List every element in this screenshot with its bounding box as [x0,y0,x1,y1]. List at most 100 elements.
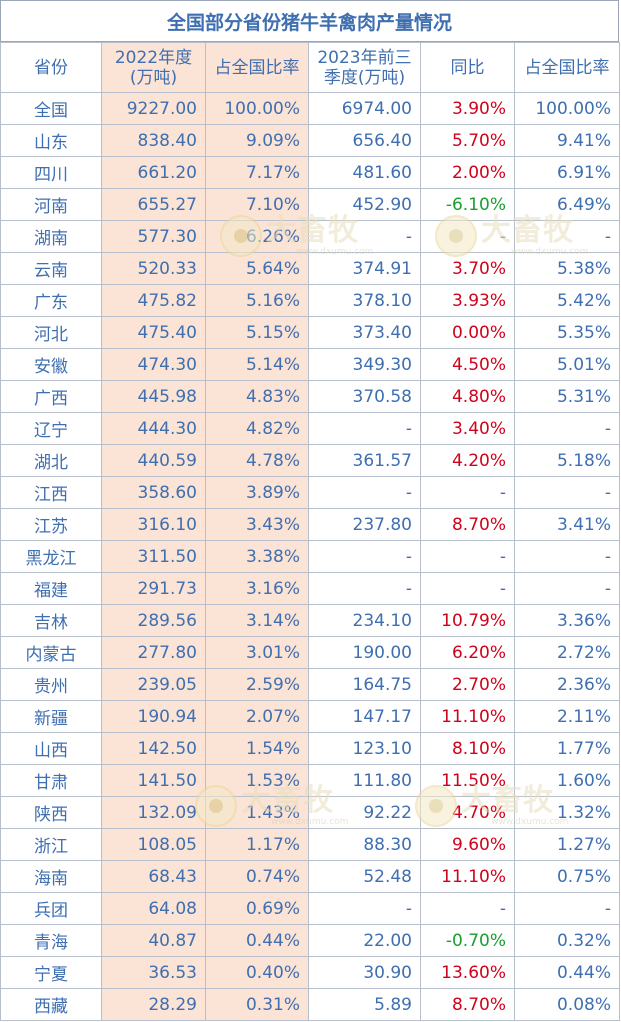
table-row: 西藏 28.29 0.31% 5.89 8.70% 0.08% [0,988,620,1021]
output-2022-cell: 28.29 [101,988,206,1021]
output-2023-cell: 6974.00 [308,92,421,125]
yoy-cell: 11.50% [420,764,515,797]
output-2022-cell: 239.05 [101,668,206,701]
share-2022-cell: 5.16% [205,284,309,317]
share-2022-cell: 0.69% [205,892,309,925]
header-2022-line2: (万吨) [129,67,178,88]
yoy-cell: 10.79% [420,604,515,637]
table-row: 陕西 132.09 1.43% 92.22 4.70% 1.32% [0,796,620,829]
yoy-cell: 3.90% [420,92,515,125]
output-2023-cell: 481.60 [308,156,421,189]
output-2022-cell: 444.30 [101,412,206,445]
output-2023-cell: 373.40 [308,316,421,349]
output-2023-cell: 378.10 [308,284,421,317]
table-row: 新疆 190.94 2.07% 147.17 11.10% 2.11% [0,700,620,733]
output-2022-cell: 475.82 [101,284,206,317]
yoy-cell: 5.70% [420,124,515,157]
table-row: 黑龙江 311.50 3.38% - - - [0,540,620,573]
output-2023-cell: 164.75 [308,668,421,701]
header-share-2022: 占全国比率 [205,42,309,93]
province-cell: 海南 [0,860,102,893]
output-2022-cell: 277.80 [101,636,206,669]
share-2022-cell: 3.16% [205,572,309,605]
output-2022-cell: 475.40 [101,316,206,349]
table-row: 内蒙古 277.80 3.01% 190.00 6.20% 2.72% [0,636,620,669]
output-2023-cell: 656.40 [308,124,421,157]
table-row: 云南 520.33 5.64% 374.91 3.70% 5.38% [0,252,620,285]
output-2022-cell: 316.10 [101,508,206,541]
table-row: 江西 358.60 3.89% - - - [0,476,620,509]
share-2023-cell: 2.11% [514,700,620,733]
province-cell: 甘肃 [0,764,102,797]
province-cell: 江西 [0,476,102,509]
share-2022-cell: 9.09% [205,124,309,157]
output-2022-cell: 655.27 [101,188,206,221]
output-2023-cell: - [308,476,421,509]
output-2022-cell: 40.87 [101,924,206,957]
yoy-cell: 4.20% [420,444,515,477]
province-cell: 青海 [0,924,102,957]
output-2022-cell: 291.73 [101,572,206,605]
output-2022-cell: 9227.00 [101,92,206,125]
table-row: 山东 838.40 9.09% 656.40 5.70% 9.41% [0,124,620,157]
table-row: 四川 661.20 7.17% 481.60 2.00% 6.91% [0,156,620,189]
share-2023-cell: 0.75% [514,860,620,893]
province-cell: 湖北 [0,444,102,477]
province-cell: 河南 [0,188,102,221]
yoy-cell: - [420,540,515,573]
output-2022-cell: 311.50 [101,540,206,573]
province-cell: 全国 [0,92,102,125]
province-cell: 黑龙江 [0,540,102,573]
share-2022-cell: 6.26% [205,220,309,253]
share-2022-cell: 0.40% [205,956,309,989]
province-cell: 内蒙古 [0,636,102,669]
share-2022-cell: 0.31% [205,988,309,1021]
yoy-cell: 8.10% [420,732,515,765]
share-2023-cell: 100.00% [514,92,620,125]
share-2022-cell: 2.59% [205,668,309,701]
province-cell: 山西 [0,732,102,765]
output-2022-cell: 445.98 [101,380,206,413]
yoy-cell: - [420,892,515,925]
share-2023-cell: 5.35% [514,316,620,349]
yoy-cell: 9.60% [420,828,515,861]
output-2023-cell: 452.90 [308,188,421,221]
province-cell: 吉林 [0,604,102,637]
output-2023-cell: 190.00 [308,636,421,669]
output-2022-cell: 661.20 [101,156,206,189]
header-2023-line1: 2023年前三 [317,47,412,68]
share-2022-cell: 5.64% [205,252,309,285]
share-2023-cell: 0.32% [514,924,620,957]
table-row: 兵团 64.08 0.69% - - - [0,892,620,925]
share-2023-cell: 3.36% [514,604,620,637]
production-table: 省份 2022年度 (万吨) 占全国比率 2023年前三 季度(万吨) 同比 占… [0,42,620,1021]
share-2022-cell: 7.10% [205,188,309,221]
output-2023-cell: 349.30 [308,348,421,381]
yoy-cell: - [420,476,515,509]
yoy-cell: 6.20% [420,636,515,669]
yoy-cell: 8.70% [420,988,515,1021]
output-2022-cell: 474.30 [101,348,206,381]
table-row: 浙江 108.05 1.17% 88.30 9.60% 1.27% [0,828,620,861]
share-2023-cell: - [514,412,620,445]
output-2022-cell: 108.05 [101,828,206,861]
province-cell: 兵团 [0,892,102,925]
share-2022-cell: 1.43% [205,796,309,829]
province-cell: 新疆 [0,700,102,733]
yoy-cell: 13.60% [420,956,515,989]
output-2023-cell: 361.57 [308,444,421,477]
province-cell: 河北 [0,316,102,349]
province-cell: 安徽 [0,348,102,381]
share-2022-cell: 4.78% [205,444,309,477]
table-row: 河南 655.27 7.10% 452.90 -6.10% 6.49% [0,188,620,221]
yoy-cell: 3.70% [420,252,515,285]
share-2023-cell: 1.60% [514,764,620,797]
output-2022-cell: 36.53 [101,956,206,989]
share-2022-cell: 5.15% [205,316,309,349]
share-2023-cell: 9.41% [514,124,620,157]
share-2023-cell: 5.42% [514,284,620,317]
header-2022-output: 2022年度 (万吨) [101,42,206,93]
header-2023-line2: 季度(万吨) [323,67,406,88]
share-2023-cell: - [514,540,620,573]
output-2023-cell: 374.91 [308,252,421,285]
